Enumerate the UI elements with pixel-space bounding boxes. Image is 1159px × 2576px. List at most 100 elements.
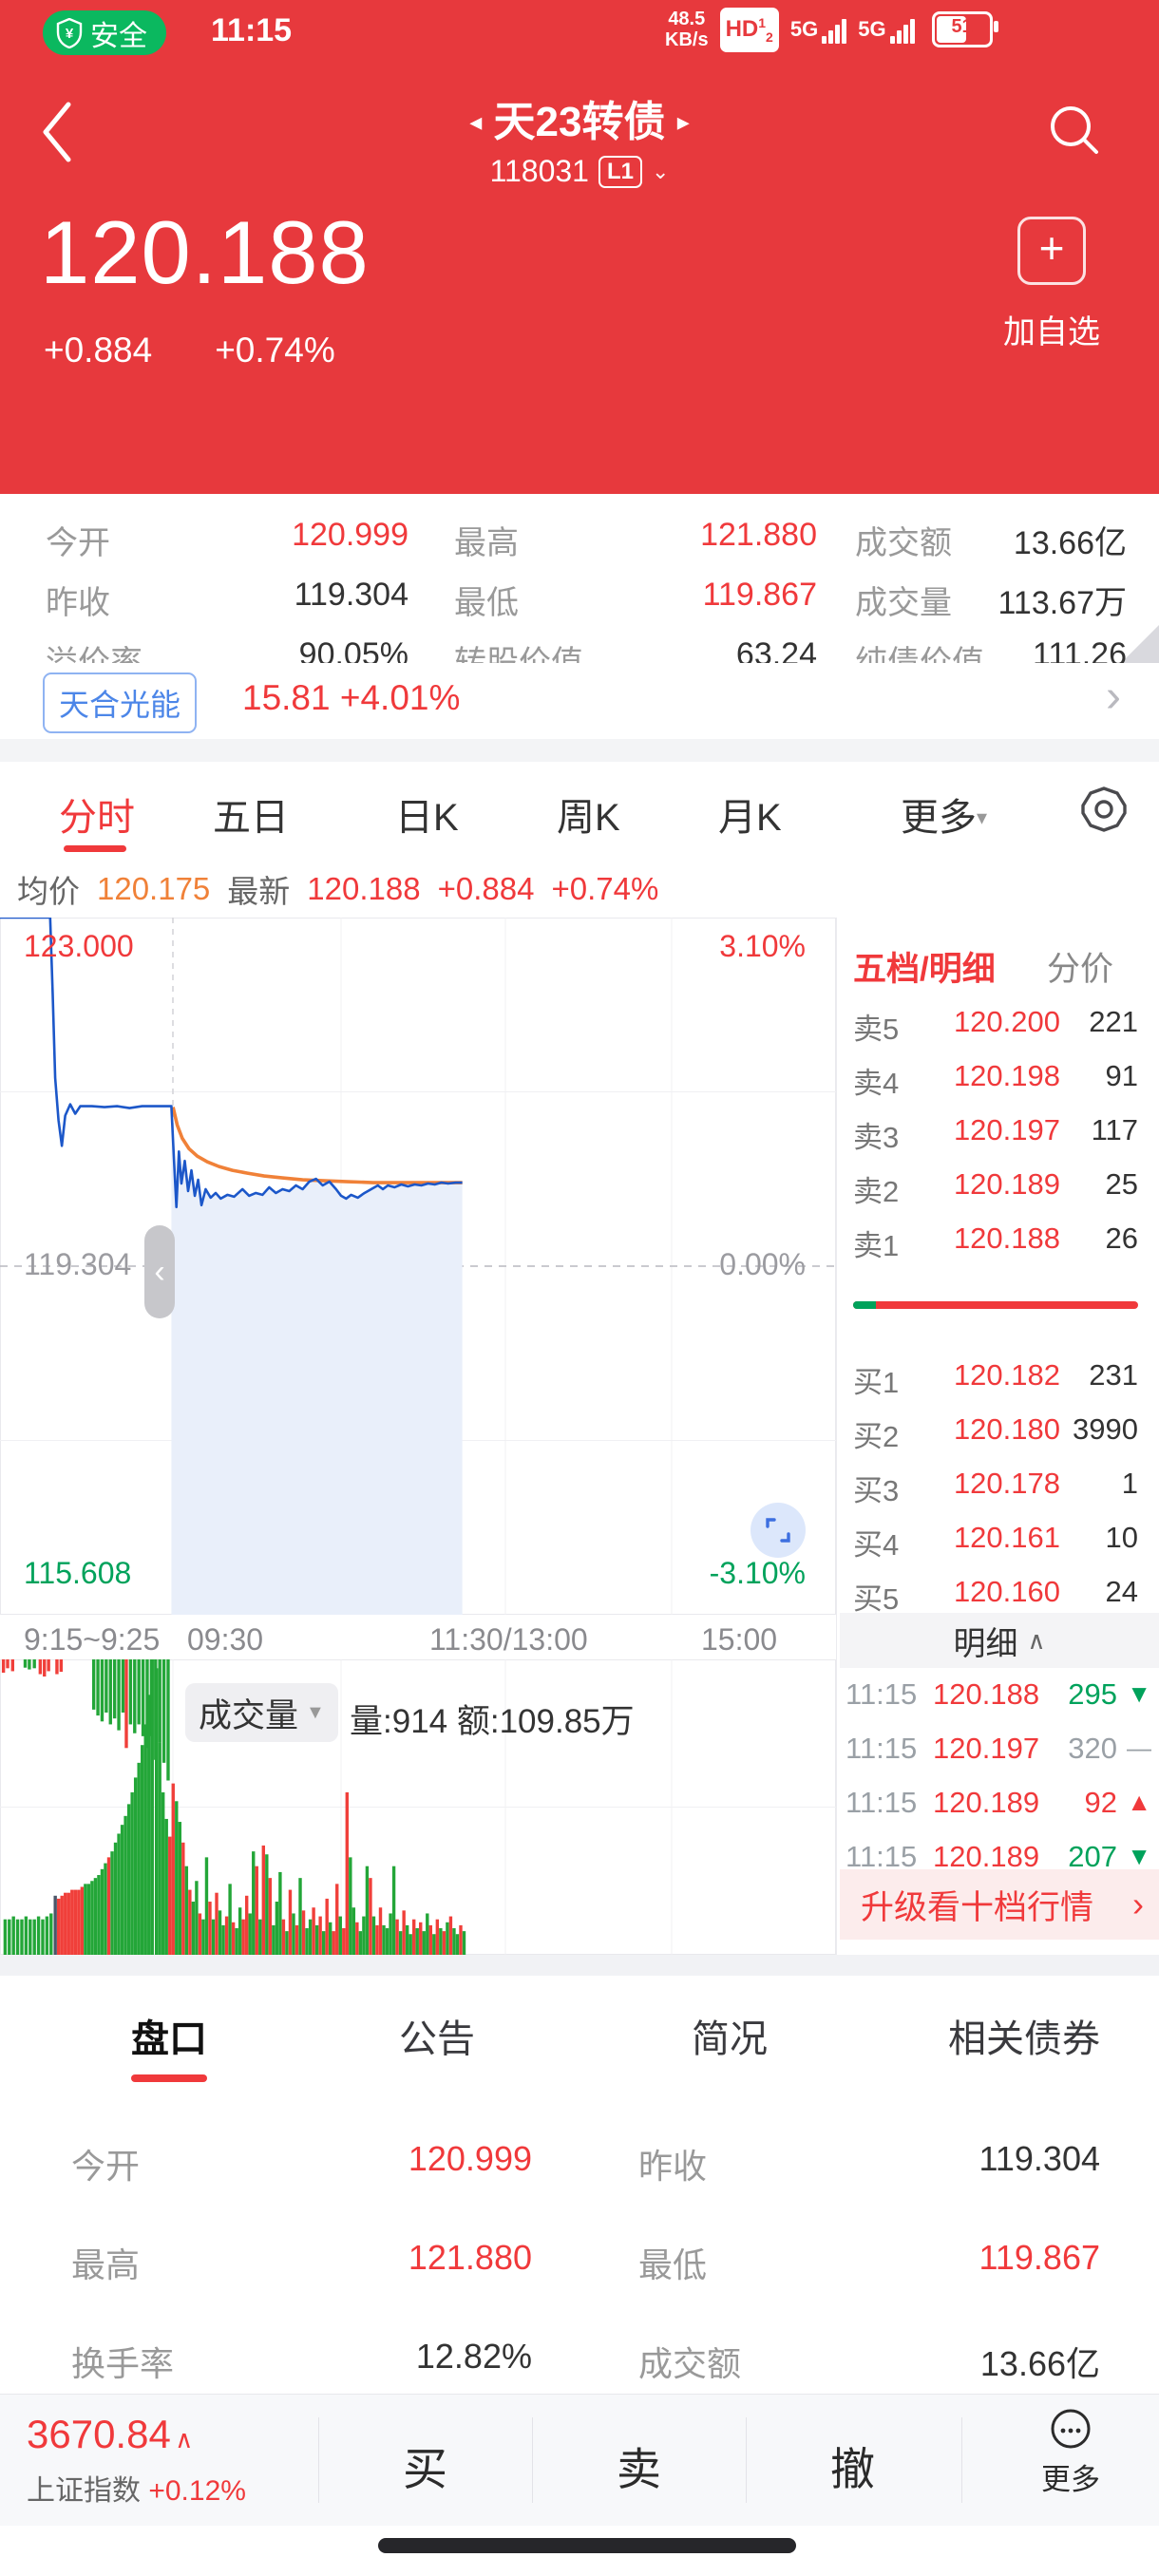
tab-周K[interactable]: 周K [557, 797, 620, 839]
stat-label: 换手率 [71, 2344, 175, 2383]
index-quote[interactable]: 3670.84 ∧ 上证指数 +0.12% [27, 2412, 246, 2509]
indicator-settings-icon [1081, 786, 1127, 832]
buy-level-row[interactable]: 买3 120.178 1 [840, 1467, 1159, 1521]
level-price: 120.160 [953, 1575, 1060, 1608]
tab-分时[interactable]: 分时 [59, 797, 135, 839]
more-label: 更多 [1041, 2463, 1100, 2496]
indicator-settings-button[interactable] [1079, 785, 1129, 834]
detail-stat-cell: 昨收 119.304 [638, 2139, 1100, 2188]
stat-value: 13.66亿 [979, 2344, 1100, 2383]
order-book-panel: 五档/明细 分价 卖5 120.200 221 卖4 120.198 91 卖3 120.19… [840, 918, 1159, 1955]
buy-level-row[interactable]: 买1 120.182 231 [840, 1358, 1159, 1412]
avg-label: 均价 [17, 874, 80, 909]
detail-stat-cell: 今开 120.999 [71, 2139, 532, 2188]
stat-value: 13.66亿 [1013, 525, 1127, 561]
prev-security-icon[interactable]: ◂ [469, 107, 483, 136]
trade-action-bar: 3670.84 ∧ 上证指数 +0.12% 买 卖 撤 更多 [0, 2394, 1159, 2526]
tab-公告[interactable]: 公告 [399, 2018, 475, 2060]
add-watchlist[interactable]: + 加自选 [990, 217, 1113, 352]
trade-detail-header[interactable]: 明细 ∧ [840, 1613, 1159, 1668]
level-volume: 91 [1105, 1059, 1138, 1092]
stat-label: 昨收 [46, 585, 110, 621]
back-button[interactable] [38, 101, 95, 177]
sell-level-row[interactable]: 卖5 120.200 221 [840, 1005, 1159, 1059]
time-axis: 9:15~9:25 09:30 11:30/13:00 15:00 [0, 1617, 836, 1660]
buy-level-row[interactable]: 买5 120.160 24 [840, 1575, 1159, 1629]
underlying-name-badge[interactable]: 天合光能 [43, 672, 198, 733]
search-button[interactable] [1045, 101, 1112, 167]
last-value: 120.188 [307, 871, 421, 906]
home-indicator[interactable] [378, 2538, 796, 2553]
buy-level-row[interactable]: 买4 120.161 10 [840, 1521, 1159, 1575]
trade-time: 11:15 [846, 1732, 918, 1765]
sell-level-row[interactable]: 卖4 120.198 91 [840, 1059, 1159, 1113]
tab-相关债券[interactable]: 相关债券 [948, 2018, 1100, 2060]
buy-button[interactable]: 买 [403, 2444, 447, 2494]
status-time: 11:15 [211, 12, 293, 48]
stat-value: 119.867 [978, 2238, 1100, 2277]
stat-value: 119.867 [702, 577, 817, 613]
price-change: +0.884 [44, 331, 153, 369]
signal-bars-icon [889, 15, 915, 45]
level-price: 120.180 [953, 1412, 1060, 1446]
svg-text:¥: ¥ [66, 26, 74, 42]
divider-band [0, 1955, 1159, 1976]
search-icon [1051, 106, 1098, 154]
stat-value: 121.880 [408, 2238, 532, 2277]
upgrade-banner[interactable]: 升级看十档行情 › [840, 1869, 1159, 1940]
tab-price-dist[interactable]: 分价 [1047, 951, 1114, 988]
stat-label: 最低 [638, 2245, 708, 2284]
tab-盘口[interactable]: 盘口 [131, 2018, 207, 2060]
sell-button[interactable]: 卖 [617, 2444, 661, 2494]
stat-value: 12.82% [415, 2337, 532, 2376]
battery-icon: 51 [931, 11, 998, 48]
chevron-right-icon: › [1132, 1885, 1144, 1923]
trade-price: 120.188 [933, 1677, 1040, 1711]
sell-level-row[interactable]: 卖1 120.188 26 [840, 1222, 1159, 1276]
level-label: 卖5 [853, 1013, 900, 1046]
drawer-handle[interactable]: ‹ [144, 1225, 175, 1318]
expand-corner-icon[interactable] [1121, 625, 1159, 663]
fullscreen-button[interactable] [750, 1503, 806, 1558]
section-tabs: 盘口 公告 简况 相关债券 [0, 1976, 1159, 2094]
volume-chart-canvas[interactable] [0, 1659, 836, 1955]
stat-label: 昨收 [638, 2147, 708, 2186]
page-title: ◂ 天23转债 ▸ [469, 99, 690, 145]
level-label: 买2 [853, 1420, 900, 1453]
buy-level-row[interactable]: 买2 120.180 3990 [840, 1412, 1159, 1467]
price-chart-canvas[interactable] [0, 918, 836, 1615]
tab-五日[interactable]: 五日 [213, 797, 289, 839]
cancel-order-button[interactable]: 撤 [830, 2444, 875, 2494]
tab-月K[interactable]: 月K [718, 797, 782, 839]
divider-band [0, 739, 1159, 762]
level-price: 120.198 [953, 1059, 1060, 1092]
stat-cell: 最低 119.867 [454, 577, 817, 623]
next-security-icon[interactable]: ▸ [676, 107, 690, 136]
tab-five-level[interactable]: 五档/明细 [853, 951, 996, 988]
level-volume: 26 [1105, 1222, 1138, 1255]
trade-price: 120.189 [933, 1786, 1040, 1819]
level-volume: 221 [1089, 1005, 1138, 1038]
volume-indicator-selector[interactable]: 成交量 ▼ [185, 1683, 338, 1742]
level-volume: 1 [1121, 1467, 1138, 1500]
time-tick: 11:30/13:00 [429, 1622, 588, 1657]
tab-更多[interactable]: 更多▾ [901, 797, 988, 839]
detail-stat-cell: 成交额 13.66亿 [638, 2337, 1100, 2386]
tab-简况[interactable]: 简况 [692, 2018, 768, 2060]
security-code-line[interactable]: 118031 L1 ⌄ [0, 154, 1159, 189]
more-button[interactable]: 更多 [1028, 2408, 1113, 2498]
sell-level-row[interactable]: 卖2 120.189 25 [840, 1167, 1159, 1222]
tab-日K[interactable]: 日K [395, 797, 459, 839]
signal-1: 5G [790, 15, 847, 45]
underlying-stock-row[interactable]: 天合光能 15.81 +4.01% › [0, 663, 1159, 739]
last-label: 最新 [227, 874, 291, 909]
y-max-price: 123.000 [24, 929, 134, 963]
level-volume: 10 [1105, 1521, 1138, 1554]
back-chevron-icon [43, 102, 71, 162]
y-mid-pct: 0.00% [719, 1247, 806, 1281]
security-code: 118031 [489, 154, 589, 188]
sell-level-row[interactable]: 卖3 120.197 117 [840, 1113, 1159, 1167]
signal-2: 5G [858, 15, 915, 45]
intraday-chart[interactable]: 123.000 3.10% 119.304 0.00% 115.608 -3.1… [0, 918, 1159, 1955]
